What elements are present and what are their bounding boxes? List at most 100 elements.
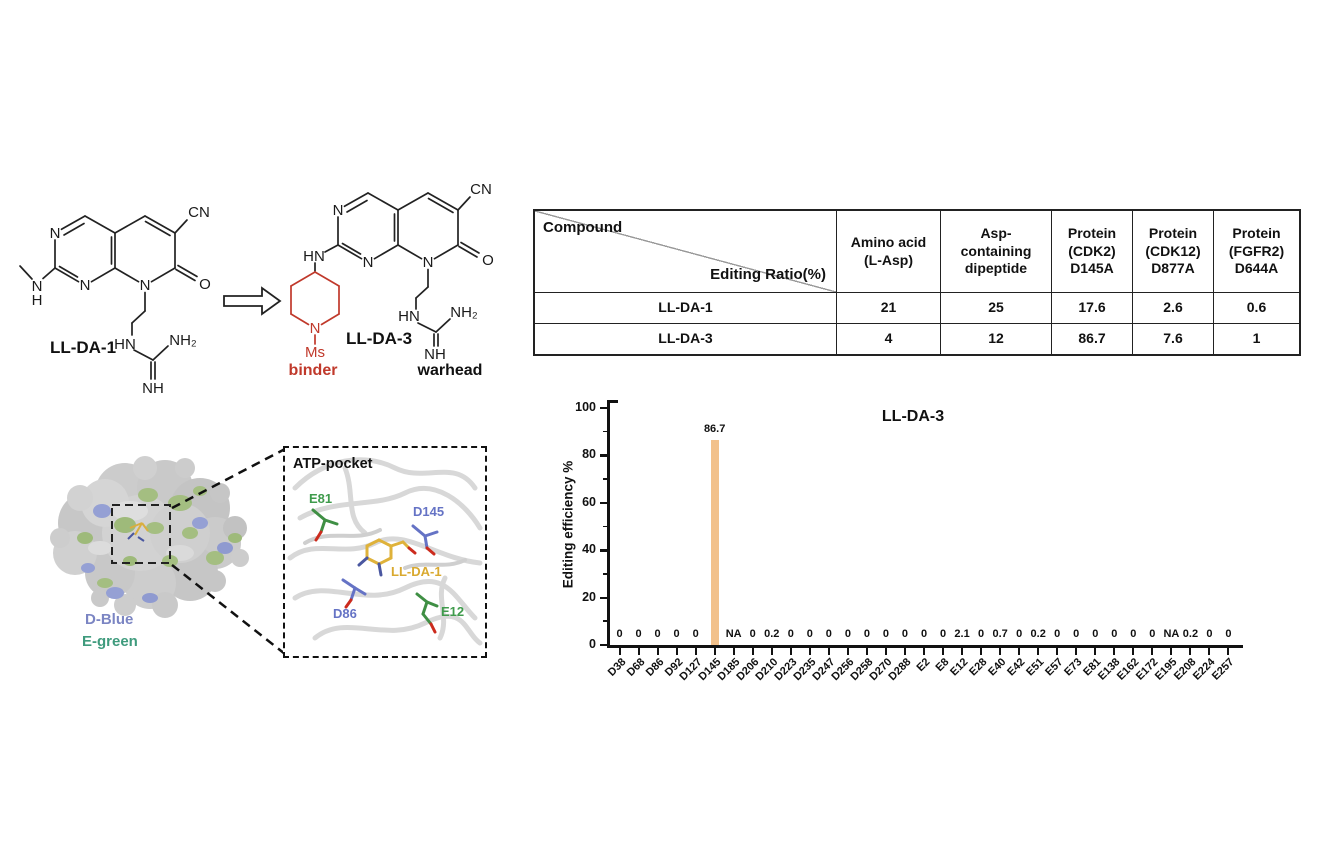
protein-surface-image — [50, 456, 249, 618]
atom-label: N — [310, 320, 321, 337]
table-header-col-3: Protein (CDK12) D877A — [1132, 211, 1213, 292]
molecule-ll-da-1: N N N N H CN O HN NH₂ NH LL-DA-1 — [19, 204, 211, 397]
x-tick-D127 — [694, 648, 697, 655]
table-cell-r1-c4: 1 — [1213, 323, 1299, 354]
editing-efficiency-bar-chart: LL-DA-3 Editing efficiency % 0 20 40 60 80 10… — [538, 393, 1263, 723]
x-tick-E57 — [1056, 648, 1059, 655]
value-label-D127: 0 — [692, 628, 699, 640]
value-label-D256: 0 — [844, 628, 851, 640]
y-axis-line — [607, 400, 610, 648]
x-tick-D288 — [903, 648, 906, 655]
ligand-sticks — [365, 538, 411, 566]
value-label-E224: 0 — [1206, 628, 1213, 640]
atom-label: HN — [303, 248, 325, 265]
x-tick-D270 — [884, 648, 887, 655]
x-tick-E8 — [942, 648, 945, 655]
x-tick-D235 — [808, 648, 811, 655]
residue-label-d86: D86 — [333, 606, 357, 621]
value-label-E8: 0 — [939, 628, 947, 640]
y-tick-label-0: 0 — [589, 637, 596, 651]
x-tick-E73 — [1075, 648, 1078, 655]
surface-blob — [50, 456, 249, 618]
atom-label: NH — [424, 346, 446, 363]
x-tick-D256 — [846, 648, 849, 655]
x-tick-E195 — [1170, 648, 1173, 655]
editing-ratio-table: Compound Editing Ratio(%) Amino acid (L-… — [533, 209, 1301, 356]
y-minor-tick-50 — [603, 525, 608, 528]
value-label-E195: NA — [1163, 628, 1180, 640]
table-cell-r1-c1: 12 — [940, 323, 1051, 354]
residue-label-e81: E81 — [309, 491, 332, 506]
ligand-blue-atoms — [357, 556, 383, 577]
value-label-E208: 0.2 — [1182, 628, 1199, 640]
zoom-connector-lines — [171, 447, 286, 655]
value-label-E81: 0 — [1092, 628, 1099, 640]
atom-label: O — [482, 252, 494, 269]
y-tick-label-80: 80 — [582, 447, 596, 462]
acidic-residue-patches — [77, 486, 242, 603]
x-tick-E28 — [980, 648, 983, 655]
value-label-E40: 0.7 — [992, 628, 1008, 640]
value-label-E138: 0 — [1111, 628, 1118, 640]
zoom-region-dashed-box — [111, 504, 171, 564]
bar-D145 — [710, 439, 719, 645]
value-label-D185: NA — [725, 628, 742, 640]
value-label-E57: 0 — [1054, 628, 1061, 640]
value-label-E257: 0 — [1225, 628, 1232, 640]
x-tick-E208 — [1189, 648, 1192, 655]
atom-label: N — [333, 202, 344, 219]
table-cell-r0-c3: 2.6 — [1132, 292, 1213, 323]
atom-label: CN — [470, 181, 492, 198]
x-tick-D86 — [656, 648, 659, 655]
value-label-D288: 0 — [901, 628, 909, 640]
y-tick-80 — [600, 454, 608, 457]
ligand-label: LL-DA-1 — [391, 564, 442, 579]
atp-pocket-title: ATP-pocket — [293, 456, 373, 472]
chart-title: LL-DA-3 — [881, 408, 945, 425]
value-label-D86: 0 — [654, 628, 661, 640]
table-corner-compound-label: Compound — [543, 219, 623, 236]
x-tick-E2 — [923, 648, 925, 655]
value-label-E28: 0 — [978, 628, 985, 640]
x-tick-E81 — [1094, 648, 1097, 655]
atp-pocket-inset: ATP-pocket E81 D145 LL-DA-1 D86 E12 — [283, 446, 487, 658]
table-row-compound-1: LL-DA-3 — [535, 323, 836, 354]
table-cell-r0-c1: 25 — [940, 292, 1051, 323]
molecule-name-ll-da-3: LL-DA-3 — [346, 329, 412, 348]
atom-label: CN — [188, 204, 210, 221]
atom-label: N — [423, 254, 434, 271]
e81-red-tip — [314, 530, 323, 542]
table-header-col-2: Protein (CDK2) D145A — [1051, 211, 1132, 292]
table-cell-r0-c2: 17.6 — [1051, 292, 1132, 323]
x-tick-D145 — [713, 648, 716, 655]
residue-sticks-d86 — [341, 578, 367, 602]
value-label-D258: 0 — [863, 628, 870, 640]
value-label-E73: 0 — [1073, 628, 1080, 640]
y-minor-tick-90 — [603, 430, 608, 433]
value-label-D270: 0 — [882, 628, 889, 640]
value-label-D247: 0 — [825, 628, 832, 640]
x-tick-E257 — [1227, 648, 1230, 655]
d145-red-tip — [425, 546, 436, 556]
x-tick-D68 — [637, 648, 640, 655]
atom-label: HN — [398, 308, 420, 325]
bar-value-label-D145: 86.7 — [703, 422, 726, 435]
atom-label: N — [32, 278, 43, 295]
x-tick-D185 — [732, 648, 735, 655]
x-tick-E42 — [1018, 648, 1021, 655]
d86-red-tip — [344, 598, 353, 609]
value-label-D210: 0.2 — [764, 628, 780, 640]
table-cell-r0-c0: 21 — [836, 292, 940, 323]
y-tick-0 — [600, 644, 608, 647]
residue-sticks-e12 — [415, 592, 439, 626]
x-tick-D247 — [827, 648, 830, 655]
y-minor-tick-10 — [603, 620, 608, 623]
atom-label: NH₂ — [169, 332, 197, 349]
value-label-E172: 0 — [1149, 628, 1156, 640]
y-tick-20 — [600, 596, 608, 599]
y-tick-label-40: 40 — [582, 542, 596, 557]
atp-pocket-image: ATP-pocket E81 D145 LL-DA-1 D86 E12 — [287, 456, 483, 646]
table-cell-r1-c0: 4 — [836, 323, 940, 354]
atom-label: N — [80, 277, 91, 294]
